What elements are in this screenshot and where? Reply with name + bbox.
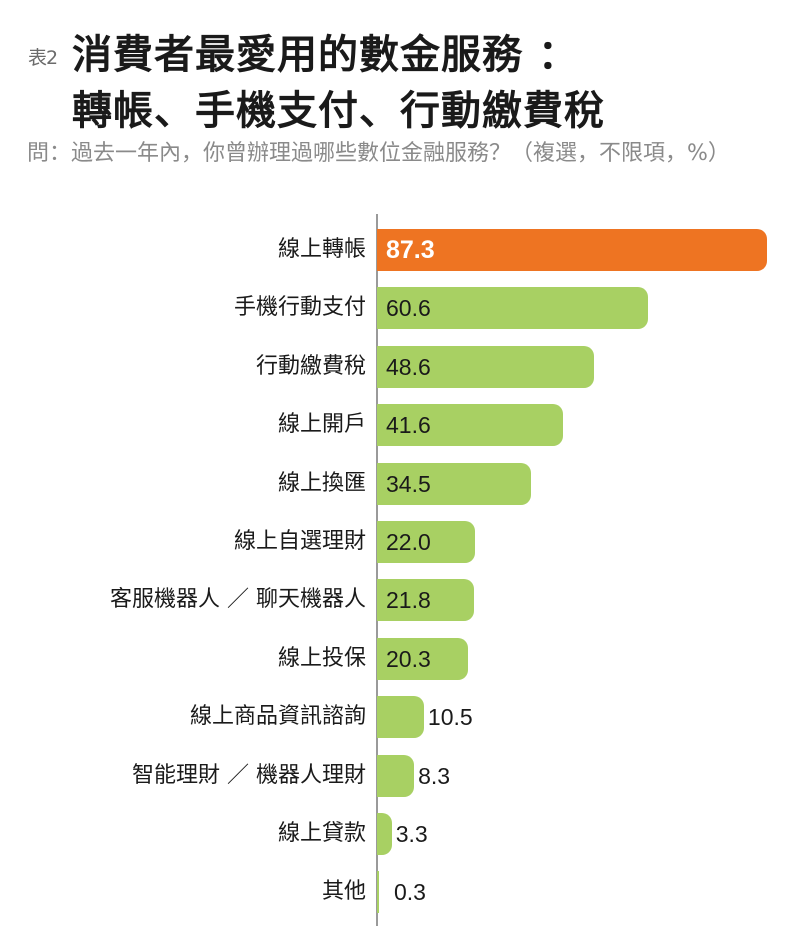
- bar-row: 線上轉帳 87.3: [0, 229, 792, 271]
- bar: [377, 521, 476, 563]
- category-label: 線上換匯: [277, 470, 366, 496]
- category-label: 線上自選理財: [233, 529, 366, 554]
- value-label: 8.3: [418, 762, 451, 789]
- bar: [377, 579, 475, 622]
- value-label: 48.6: [386, 353, 431, 380]
- bar-row: 線上開戶 41.6: [0, 404, 792, 447]
- category-label: 線上開戶: [277, 412, 366, 438]
- bar: [377, 462, 532, 505]
- category-label: 其他: [321, 879, 366, 905]
- value-label: 60.6: [386, 295, 431, 322]
- bar-row: 手機行動支付 60.6: [0, 287, 792, 330]
- value-label: 10.5: [427, 704, 473, 731]
- bar-row: 線上投保 20.3: [0, 637, 792, 680]
- bar-row: 智能理財 ／ 機器人理財 8.3: [0, 754, 792, 797]
- bar-row: 客服機器人 ／ 聊天機器人 21.8: [0, 579, 792, 622]
- bar-row: 其他 0.3: [0, 871, 792, 914]
- bar: [377, 754, 415, 797]
- bar: [377, 696, 424, 739]
- chart-subtitle: 問：過去一年內，你曾辦理過哪些數位金融服務？（複選，不限項，%）: [27, 141, 730, 166]
- chart-title-line1: 消費者最愛用的數金服務 ：: [72, 32, 579, 78]
- value-label: 41.6: [386, 412, 431, 439]
- bar: [377, 813, 392, 855]
- bar-row: 線上換匯 34.5: [0, 462, 792, 505]
- category-label: 線上轉帳: [277, 237, 366, 262]
- value-label: 3.3: [395, 821, 428, 847]
- bar-row: 線上商品資訊諮詢 10.5: [0, 696, 792, 739]
- category-label: 手機行動支付: [233, 295, 366, 321]
- value-label: 0.3: [394, 879, 426, 906]
- bar-row: 線上自選理財 22.0: [0, 521, 792, 563]
- value-label: 34.5: [386, 470, 431, 497]
- bar: [377, 345, 595, 388]
- value-label: 20.3: [386, 645, 431, 672]
- chart-title-line2: 轉帳、手機支付、行動繳費稅: [72, 88, 605, 134]
- table-number: 表2: [28, 47, 58, 69]
- value-label: 87.3: [386, 236, 435, 264]
- category-label: 線上商品資訊諮詢: [189, 704, 366, 730]
- y-axis-line: [376, 214, 378, 926]
- bar: [377, 637, 468, 680]
- bar: [377, 404, 563, 447]
- bar-row: 行動繳費稅 48.6: [0, 345, 792, 388]
- bar: [377, 871, 379, 914]
- category-label: 線上投保: [277, 645, 366, 671]
- value-label: 21.8: [386, 587, 431, 614]
- bar-highlighted: [377, 229, 767, 271]
- category-label: 智能理財 ／ 機器人理財: [132, 762, 366, 788]
- bar-row: 線上貸款 3.3: [0, 813, 792, 855]
- value-label: 22.0: [386, 529, 431, 555]
- category-label: 線上貸款: [277, 821, 366, 846]
- category-label: 行動繳費稅: [255, 353, 366, 379]
- bar: [377, 287, 648, 330]
- category-label: 客服機器人 ／ 聊天機器人: [110, 587, 366, 613]
